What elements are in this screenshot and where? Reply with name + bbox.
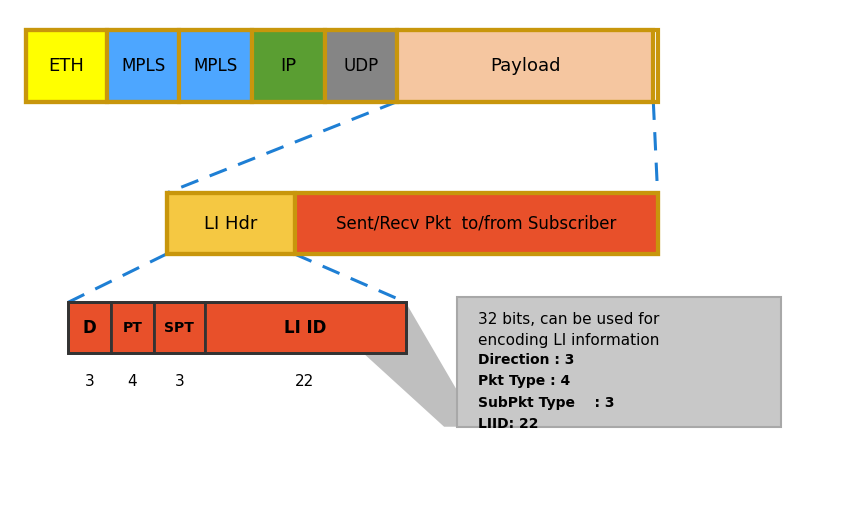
- Text: SPT: SPT: [165, 321, 194, 335]
- Text: 3: 3: [174, 373, 184, 389]
- Bar: [166, 193, 657, 254]
- Bar: [205, 302, 405, 353]
- Text: LI Hdr: LI Hdr: [204, 214, 257, 233]
- Text: MPLS: MPLS: [194, 57, 237, 75]
- Bar: [68, 302, 111, 353]
- Bar: [456, 297, 780, 427]
- Bar: [324, 30, 397, 102]
- Bar: [397, 30, 653, 102]
- Bar: [111, 302, 154, 353]
- Text: 3: 3: [84, 373, 95, 389]
- Bar: [166, 193, 294, 254]
- Bar: [154, 302, 205, 353]
- Bar: [294, 193, 657, 254]
- Text: IP: IP: [280, 57, 296, 75]
- Bar: [26, 30, 657, 102]
- Text: SubPkt Type    : 3: SubPkt Type : 3: [478, 396, 614, 410]
- Text: D: D: [83, 319, 96, 337]
- Text: 22: 22: [295, 373, 314, 389]
- Text: Payload: Payload: [490, 57, 560, 75]
- Bar: [252, 30, 324, 102]
- Text: PT: PT: [122, 321, 142, 335]
- Text: LI ID: LI ID: [284, 319, 326, 337]
- Bar: [107, 30, 179, 102]
- Polygon shape: [307, 302, 478, 427]
- Bar: [68, 302, 405, 353]
- Bar: [179, 30, 252, 102]
- Text: ETH: ETH: [48, 57, 84, 75]
- Text: LIID: 22: LIID: 22: [478, 417, 538, 431]
- Text: Direction : 3: Direction : 3: [478, 353, 574, 367]
- Text: Pkt Type : 4: Pkt Type : 4: [478, 374, 570, 389]
- Bar: [26, 30, 107, 102]
- Text: 4: 4: [127, 373, 137, 389]
- Text: Sent/Recv Pkt  to/from Subscriber: Sent/Recv Pkt to/from Subscriber: [335, 214, 616, 233]
- Text: MPLS: MPLS: [121, 57, 165, 75]
- Text: UDP: UDP: [343, 57, 378, 75]
- Text: 32 bits, can be used for
encoding LI information: 32 bits, can be used for encoding LI inf…: [478, 312, 659, 348]
